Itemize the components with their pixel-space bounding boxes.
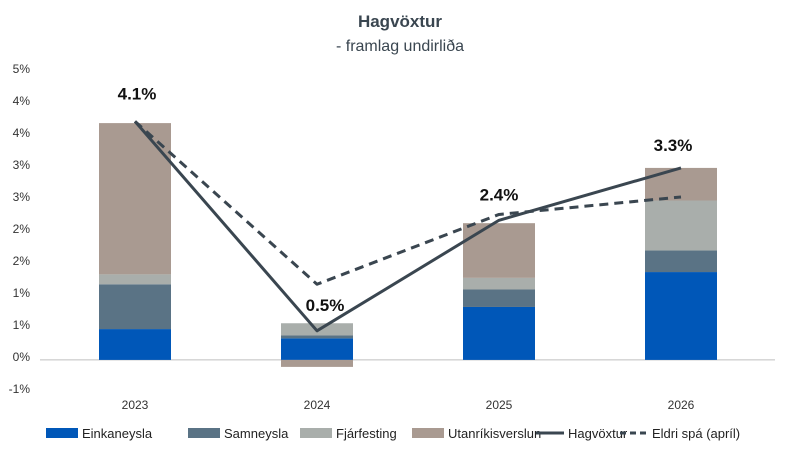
bar-segment (281, 338, 353, 360)
y-tick-label: 3% (13, 158, 31, 172)
y-tick-label: 2% (13, 254, 31, 268)
y-tick-label: 2% (13, 222, 31, 236)
bars (99, 123, 717, 367)
y-tick-label: 5% (13, 62, 31, 76)
x-axis: 2023 2024 2025 2026 (122, 398, 695, 412)
legend-swatch (412, 428, 444, 438)
legend-swatch (300, 428, 332, 438)
legend-label: Utanríkisverslun (448, 426, 541, 441)
y-tick-label: 1% (13, 286, 31, 300)
series-line (133, 120, 682, 286)
y-tick-label: 1% (13, 318, 31, 332)
bar-segment (645, 272, 717, 360)
bar-segment (463, 306, 535, 360)
y-tick-label: 4% (13, 126, 31, 140)
legend-swatch (46, 428, 78, 438)
x-tick-label: 2023 (122, 398, 149, 412)
bar-segment (463, 289, 535, 307)
y-tick-label: -1% (9, 382, 31, 396)
bar-segment (463, 277, 535, 290)
bar-segment (645, 250, 717, 273)
bar-segment (99, 329, 171, 360)
lines (133, 120, 682, 333)
chart-subtitle: - framlag undirliða (336, 38, 464, 55)
x-tick-label: 2024 (304, 398, 331, 412)
data-label: 3.3% (654, 136, 693, 155)
y-tick-label: 4% (13, 94, 31, 108)
legend-label: Hagvöxtur (568, 426, 628, 441)
y-tick-label: 0% (13, 350, 31, 364)
x-tick-label: 2025 (486, 398, 513, 412)
bar-segment (463, 223, 535, 278)
data-label: 4.1% (118, 84, 157, 103)
legend: Einkaneysla Samneysla Fjárfesting Utanríkis… (46, 426, 740, 441)
legend-label: Einkaneysla (82, 426, 153, 441)
bar-segment (281, 335, 353, 339)
legend-label: Samneysla (224, 426, 289, 441)
data-labels: 4.1% 0.5% 2.4% 3.3% (118, 84, 693, 314)
bar-segment (645, 167, 717, 201)
legend-label: Fjárfesting (336, 426, 397, 441)
bar-segment (645, 200, 717, 251)
legend-swatch (188, 428, 220, 438)
data-label: 2.4% (480, 185, 519, 204)
bar-segment (99, 284, 171, 330)
chart-title: Hagvöxtur (358, 12, 442, 31)
series-line (133, 120, 682, 333)
y-axis: -1% 0% 1% 1% 2% 2% 3% 3% 4% 4% 5% (9, 62, 31, 396)
bar-segment (281, 359, 353, 367)
bar-segment (99, 274, 171, 285)
data-label: 0.5% (306, 296, 345, 315)
x-tick-label: 2026 (668, 398, 695, 412)
legend-label: Eldri spá (apríl) (652, 426, 740, 441)
y-tick-label: 3% (13, 190, 31, 204)
